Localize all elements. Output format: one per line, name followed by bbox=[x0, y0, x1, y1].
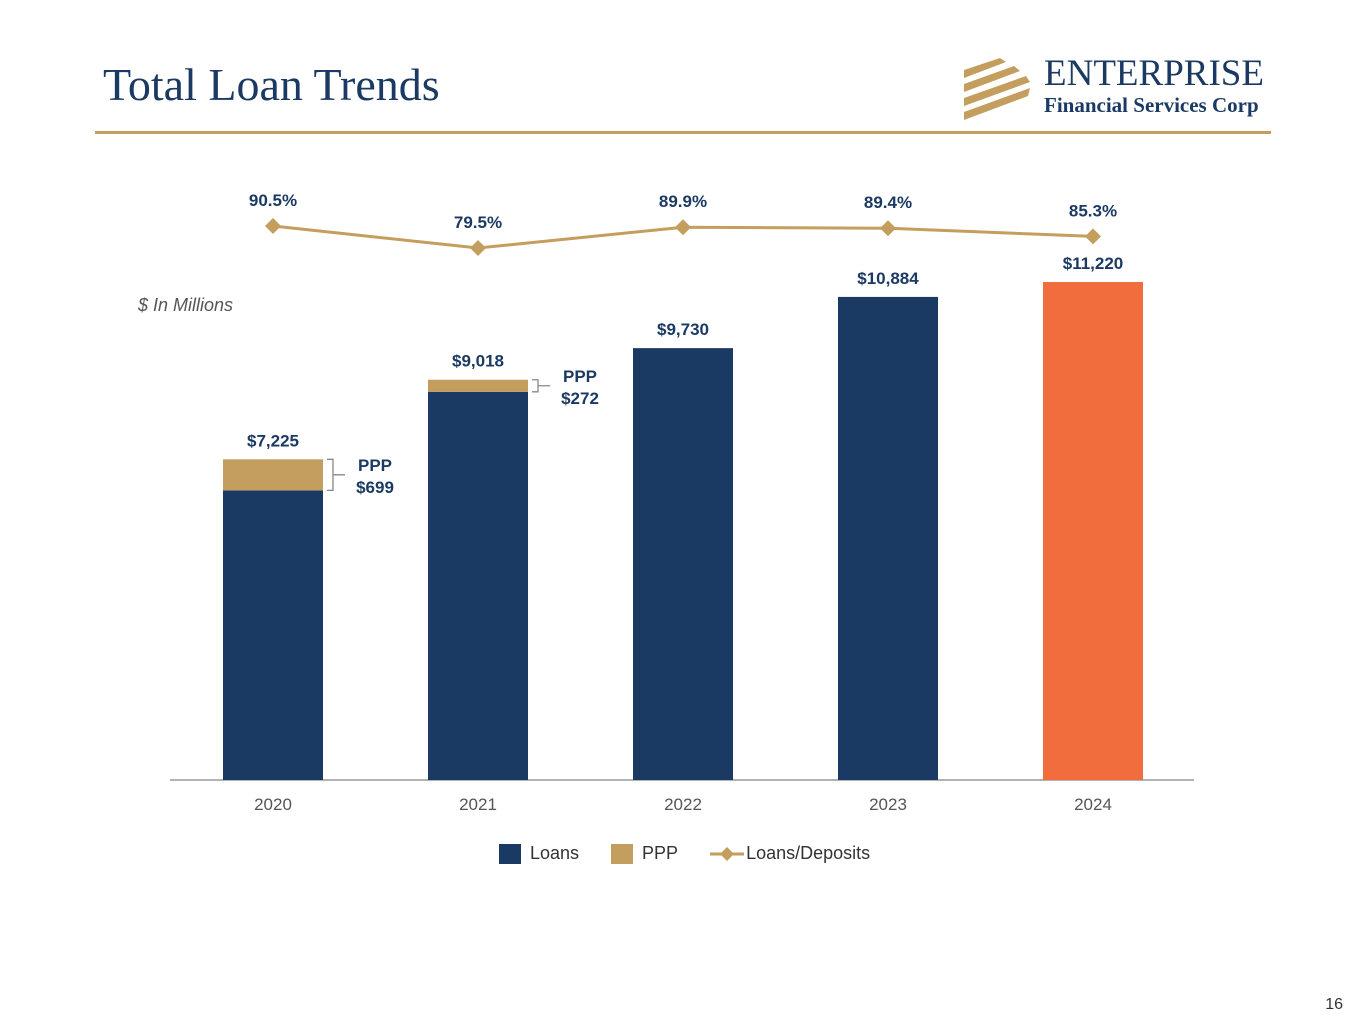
ratio-point-2023 bbox=[880, 220, 896, 236]
ratio-label-2022: 89.9% bbox=[659, 192, 707, 211]
bar-loans-2024 bbox=[1043, 282, 1143, 780]
x-tick-label-2020: 2020 bbox=[254, 795, 292, 814]
bar-ppp-2021 bbox=[428, 380, 528, 392]
x-tick-label-2021: 2021 bbox=[459, 795, 497, 814]
data-label-total-2021: $9,018 bbox=[452, 352, 504, 371]
legend-label-loans-deposits: Loans/Deposits bbox=[746, 843, 870, 864]
legend-line-diamond-icon bbox=[710, 844, 744, 864]
x-tick-label-2022: 2022 bbox=[664, 795, 702, 814]
legend-item-loans: Loans bbox=[499, 843, 579, 864]
bar-loans-2023 bbox=[838, 297, 938, 780]
bar-loans-2021 bbox=[428, 392, 528, 780]
ratio-label-2020: 90.5% bbox=[249, 191, 297, 210]
ppp-callout-value-2020: $699 bbox=[356, 478, 394, 497]
ppp-callout-value-2021: $272 bbox=[561, 389, 599, 408]
ratio-label-2021: 79.5% bbox=[454, 213, 502, 232]
legend-swatch-ppp bbox=[611, 844, 633, 864]
legend-label-loans: Loans bbox=[530, 843, 579, 864]
ratio-label-2024: 85.3% bbox=[1069, 201, 1117, 220]
legend-swatch-loans bbox=[499, 844, 521, 864]
bar-loans-2022 bbox=[633, 348, 733, 780]
ppp-callout-bracket-2020 bbox=[327, 459, 345, 490]
data-label-total-2024: $11,220 bbox=[1063, 254, 1124, 273]
page-number: 16 bbox=[1325, 996, 1343, 1014]
ppp-callout-bracket-2021 bbox=[532, 380, 550, 392]
data-label-total-2022: $9,730 bbox=[657, 320, 709, 339]
ratio-point-2022 bbox=[675, 219, 691, 235]
bar-ppp-2020 bbox=[223, 459, 323, 490]
x-tick-label-2023: 2023 bbox=[869, 795, 907, 814]
data-label-total-2020: $7,225 bbox=[247, 431, 299, 450]
ratio-point-2024 bbox=[1085, 228, 1101, 244]
legend-item-loans-deposits: Loans/Deposits bbox=[710, 843, 870, 864]
ratio-label-2023: 89.4% bbox=[864, 193, 912, 212]
data-label-total-2023: $10,884 bbox=[857, 269, 919, 288]
bar-loans-2020 bbox=[223, 490, 323, 780]
x-tick-label-2024: 2024 bbox=[1074, 795, 1112, 814]
ratio-point-2020 bbox=[265, 218, 281, 234]
ppp-callout-label-2020: PPP bbox=[358, 456, 392, 475]
ppp-callout-label-2021: PPP bbox=[563, 367, 597, 386]
legend-label-ppp: PPP bbox=[642, 843, 678, 864]
legend-item-ppp: PPP bbox=[611, 843, 678, 864]
ratio-point-2021 bbox=[470, 240, 486, 256]
chart-legend: Loans PPP Loans/Deposits bbox=[499, 843, 902, 864]
